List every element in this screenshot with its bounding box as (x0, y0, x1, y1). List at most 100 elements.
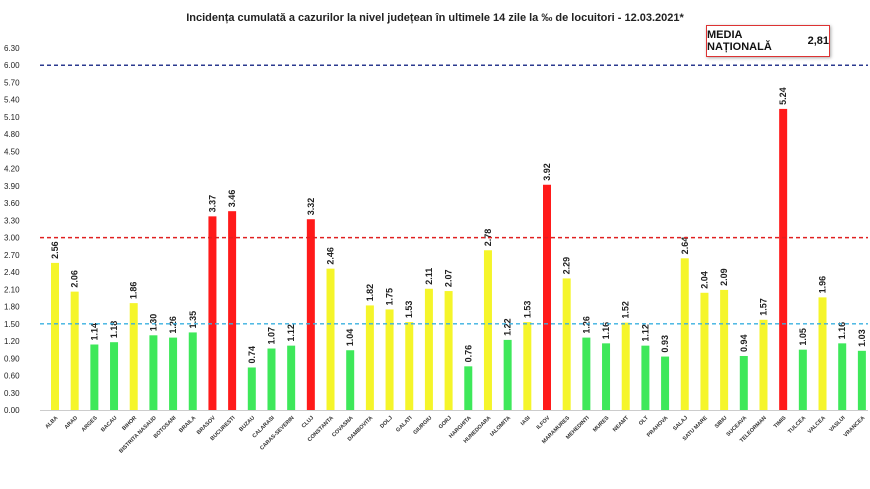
y-tick-label: 0.00 (4, 406, 20, 415)
y-tick-label: 3.90 (4, 182, 20, 191)
y-tick-label: 3.60 (4, 199, 20, 208)
y-tick-label: 2.10 (4, 285, 20, 294)
x-tick-label: CARAS-SEVERIN (259, 415, 295, 451)
data-label: 1.53 (522, 301, 532, 319)
data-label: 1.86 (129, 282, 139, 300)
y-tick-label: 1.80 (4, 303, 20, 312)
x-tick-label: NEAMT (612, 415, 631, 434)
data-label: 2.29 (562, 257, 572, 275)
data-label: 1.26 (581, 316, 591, 334)
bar-neamt (621, 322, 630, 410)
bar-botosani (169, 337, 178, 410)
x-tick-label: BISTRITA NASAUD (118, 415, 157, 454)
data-label: 1.82 (365, 284, 375, 302)
data-label: 0.93 (660, 335, 670, 353)
x-tick-label: SALAJ (672, 415, 689, 432)
x-tick-label: VALCEA (807, 415, 827, 435)
data-label: 1.18 (109, 321, 119, 339)
bar-braila (188, 332, 197, 410)
data-label: 1.26 (168, 316, 178, 334)
y-tick-label: 3.00 (4, 234, 20, 243)
bar-hunedoara (483, 250, 492, 410)
y-tick-label: 5.40 (4, 96, 20, 105)
y-tick-label: 2.40 (4, 268, 20, 277)
x-tick-label: CLUJ (301, 415, 315, 429)
data-label: 0.94 (739, 334, 749, 352)
national-average-value: 2,81 (807, 35, 829, 47)
y-tick-label: 6.00 (4, 61, 20, 70)
x-tick-label: GALATI (395, 415, 414, 434)
data-label: 1.35 (188, 311, 198, 329)
y-tick-label: 6.30 (4, 44, 20, 53)
y-tick-label: 2.70 (4, 251, 20, 260)
x-tick-label: IASI (520, 415, 532, 427)
y-tick-label: 5.70 (4, 78, 20, 87)
data-label: 2.64 (680, 237, 690, 255)
x-tick-label: BRAILA (178, 415, 197, 434)
x-tick-label: SIBIU (714, 415, 729, 430)
bar-bucuresti (228, 211, 237, 410)
x-tick-label: MURES (592, 415, 611, 434)
bar-bihor (129, 303, 138, 410)
bar-ilfov (543, 184, 551, 410)
bar-prahova (661, 356, 670, 410)
bar-constanta (326, 268, 335, 410)
y-tick-label: 5.10 (4, 113, 20, 122)
data-label: 2.06 (70, 270, 80, 288)
x-tick-label: DOLJ (379, 415, 394, 430)
bar-bistrita-nasaud (149, 335, 158, 410)
x-tick-label: PRAHOVA (646, 415, 669, 438)
x-tick-label: VRANCEA (843, 415, 866, 438)
y-tick-label: 4.50 (4, 147, 20, 156)
x-tick-label: BACAU (100, 415, 118, 433)
bar-olt (641, 345, 650, 410)
data-label: 2.56 (50, 241, 60, 259)
data-label: 1.96 (818, 276, 828, 294)
bar-calarasi (267, 348, 276, 410)
bar-buzau (247, 367, 256, 410)
bar-vrancea (857, 350, 866, 410)
y-tick-label: 0.60 (4, 372, 20, 381)
y-tick-label: 4.80 (4, 130, 20, 139)
x-tick-label: OLT (638, 415, 650, 427)
bar-tulcea (798, 349, 807, 410)
bar-bacau (110, 342, 119, 410)
data-label: 2.09 (719, 268, 729, 286)
bar-dambovita (365, 305, 374, 410)
bar-dolj (385, 309, 394, 410)
bar-sibiu (720, 289, 729, 410)
y-tick-label: 4.20 (4, 165, 20, 174)
x-tick-label: ARAD (64, 415, 79, 430)
x-tick-label: GIURGIU (412, 415, 433, 436)
data-label: 5.24 (778, 87, 788, 105)
data-label: 2.78 (483, 229, 493, 247)
bar-vaslui (838, 343, 847, 410)
y-tick-label: 3.30 (4, 216, 20, 225)
y-tick-label: 0.90 (4, 354, 20, 363)
x-tick-label: VASLUI (828, 415, 847, 434)
bar-caras-severin (287, 345, 296, 410)
data-label: 0.76 (463, 345, 473, 363)
x-tick-label: ILFOV (536, 415, 552, 431)
y-tick-label: 0.30 (4, 389, 20, 398)
bar-mehedinti (582, 337, 591, 410)
bar-timis (779, 108, 788, 411)
bar-ialomita (503, 339, 512, 410)
data-label: 1.07 (266, 327, 276, 345)
bar-maramures (562, 278, 571, 410)
x-tick-label: ARGES (81, 415, 99, 433)
bar-brasov (208, 216, 217, 410)
x-tick-label: BUZAU (238, 415, 256, 433)
x-tick-label: ALBA (44, 415, 59, 430)
bar-suceava (739, 355, 748, 410)
bar-satu-mare (700, 292, 709, 410)
chart-title: Incidența cumulată a cazurilor la nivel … (186, 12, 684, 24)
data-label: 2.04 (699, 271, 709, 289)
data-label: 2.46 (326, 247, 336, 265)
bar-iasi (523, 322, 532, 410)
data-label: 1.52 (621, 301, 631, 319)
data-label: 2.07 (444, 270, 454, 288)
bar-covasna (346, 350, 355, 410)
bar-teleorman (759, 319, 768, 410)
data-label: 0.74 (247, 346, 257, 364)
